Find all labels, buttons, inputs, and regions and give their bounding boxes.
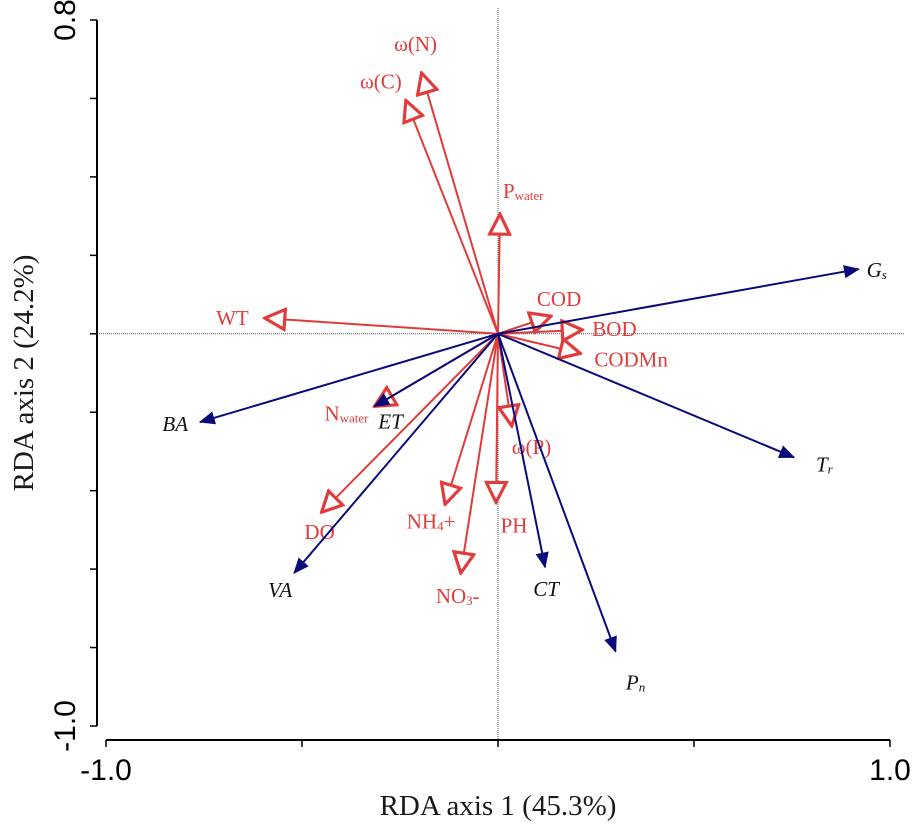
vector-tr	[497, 332, 796, 459]
vector-label-p-water: Pwater	[503, 179, 544, 203]
vector-label-ba: BA	[162, 412, 188, 436]
vector-label-wt: WT	[216, 306, 249, 330]
vector-pn	[497, 333, 617, 653]
vector-ph	[496, 333, 498, 503]
vector-label-va: VA	[268, 578, 292, 602]
vector-gs	[497, 265, 860, 335]
vector-label-nh4: NH4+	[407, 509, 456, 533]
vector-label-pn: Pn	[625, 670, 645, 694]
response-vectors: Gs Tr Pn CT VA BA ET	[162, 258, 886, 694]
vector-label-ph: PH	[501, 513, 528, 537]
vector-label-tr: Tr	[816, 452, 834, 476]
vector-label-bod: BOD	[592, 317, 636, 341]
vector-label-cod: COD	[537, 287, 581, 311]
vector-no3	[461, 333, 499, 573]
vector-wt	[265, 318, 499, 335]
x-tick-label: -1.0	[80, 754, 132, 787]
vector-va	[293, 333, 499, 575]
vector-ct	[497, 333, 549, 569]
vector-do	[322, 333, 499, 512]
vector-ba	[198, 332, 499, 425]
vector-label-codmn: CODMn	[594, 347, 668, 371]
x-tick-label: 1.0	[869, 754, 911, 787]
vector-p-water	[498, 214, 500, 334]
vector-codmn	[497, 332, 580, 354]
x-axis-title: RDA axis 1 (45.3%)	[380, 790, 617, 822]
vector-cod	[497, 316, 551, 335]
y-axis-title: RDA axis 2 (24.2%)	[8, 255, 40, 492]
vector-et	[373, 332, 499, 408]
y-tick-label: 0.8	[49, 0, 82, 41]
vector-label-omega-c: ω(C)	[360, 69, 402, 93]
vector-label-gs: Gs	[867, 258, 887, 282]
vector-omega-c	[406, 100, 499, 335]
vector-label-ct: CT	[533, 577, 560, 601]
vector-label-omega-p: ω(P)	[512, 435, 551, 459]
vector-label-omega-n: ω(N)	[394, 32, 437, 56]
vector-label-no3: NO3-	[436, 584, 480, 608]
vector-bod	[497, 330, 582, 334]
x-axis: -1.0 1.0	[80, 739, 911, 787]
vector-nh4	[445, 333, 499, 505]
y-tick-label: -1.0	[49, 700, 82, 752]
vector-label-et: ET	[377, 409, 404, 433]
y-axis: 0.8 -1.0	[49, 0, 98, 752]
vector-label-n-water: Nwater	[324, 401, 369, 425]
vector-omega-n	[422, 73, 499, 335]
